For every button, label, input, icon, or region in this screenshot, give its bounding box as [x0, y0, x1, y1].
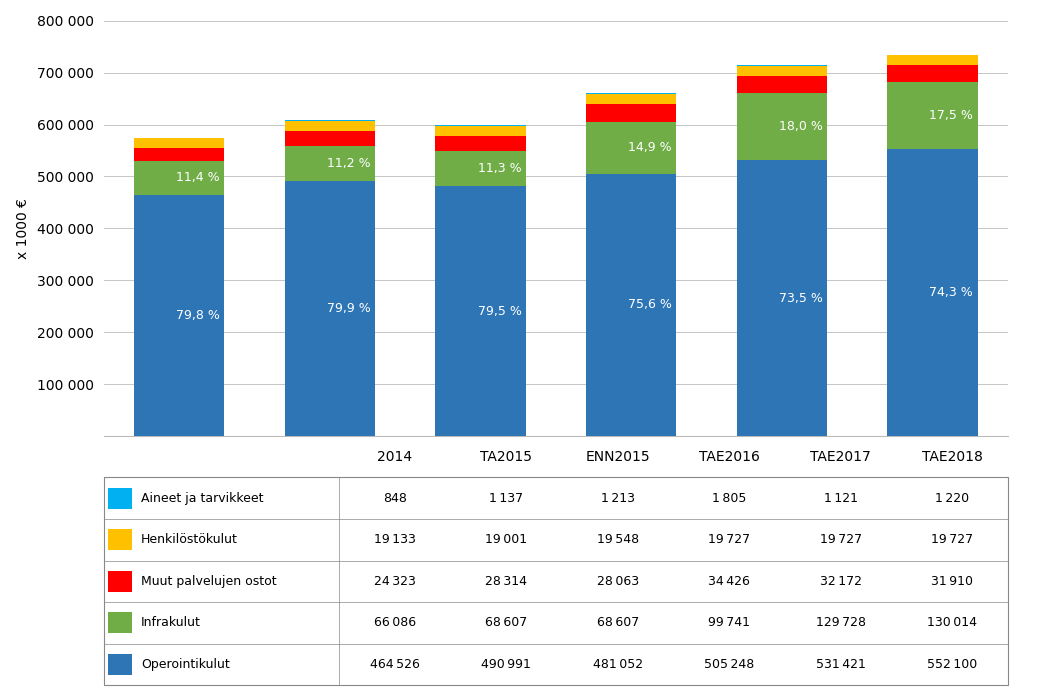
Bar — [586, 93, 676, 94]
Text: 129 728: 129 728 — [816, 617, 865, 629]
Bar — [586, 104, 676, 122]
Bar — [104, 477, 1008, 685]
Bar — [108, 612, 132, 633]
Bar — [586, 174, 676, 436]
Y-axis label: x 1000 €: x 1000 € — [17, 198, 30, 259]
Text: Infrakulut: Infrakulut — [141, 617, 201, 629]
Text: TAE2016: TAE2016 — [698, 450, 760, 464]
Text: TAE2017: TAE2017 — [810, 450, 871, 464]
Bar — [586, 94, 676, 104]
Text: 19 727: 19 727 — [708, 534, 750, 546]
Text: 31 910: 31 910 — [931, 575, 974, 588]
Text: 34 426: 34 426 — [709, 575, 750, 588]
Bar — [435, 126, 526, 136]
Text: 24 323: 24 323 — [374, 575, 416, 588]
Bar — [737, 160, 827, 436]
Text: 79,5 %: 79,5 % — [478, 304, 522, 318]
Bar — [285, 181, 375, 436]
Text: 19 133: 19 133 — [374, 534, 416, 546]
Bar — [435, 151, 526, 186]
Text: TA2015: TA2015 — [480, 450, 532, 464]
Text: 66 086: 66 086 — [374, 617, 416, 629]
Bar — [887, 65, 978, 82]
Text: 28 314: 28 314 — [485, 575, 527, 588]
Text: 505 248: 505 248 — [704, 658, 754, 671]
Text: 19 001: 19 001 — [485, 534, 527, 546]
Text: 68 607: 68 607 — [596, 617, 639, 629]
Bar — [134, 148, 224, 161]
Bar — [285, 121, 375, 131]
Text: 19 727: 19 727 — [931, 534, 974, 546]
Bar — [108, 529, 132, 550]
Bar — [737, 93, 827, 160]
Bar — [435, 136, 526, 151]
Text: 32 172: 32 172 — [820, 575, 861, 588]
Text: 552 100: 552 100 — [927, 658, 978, 671]
Text: 79,9 %: 79,9 % — [327, 302, 371, 315]
Text: 79,8 %: 79,8 % — [177, 309, 220, 322]
Text: 75,6 %: 75,6 % — [629, 298, 672, 311]
Text: 848: 848 — [382, 492, 406, 504]
Text: 19 727: 19 727 — [820, 534, 861, 546]
Text: 130 014: 130 014 — [927, 617, 977, 629]
Text: 18,0 %: 18,0 % — [779, 120, 823, 133]
Text: 490 991: 490 991 — [481, 658, 531, 671]
Text: 19 548: 19 548 — [596, 534, 639, 546]
Text: 1 805: 1 805 — [712, 492, 746, 504]
Text: 2014: 2014 — [377, 450, 412, 464]
Bar — [435, 186, 526, 436]
Text: 11,2 %: 11,2 % — [327, 157, 371, 170]
Bar — [586, 122, 676, 174]
Text: 11,3 %: 11,3 % — [478, 162, 522, 175]
Text: 73,5 %: 73,5 % — [779, 291, 823, 304]
Bar — [737, 76, 827, 93]
Bar — [285, 131, 375, 145]
Bar — [134, 138, 224, 148]
Text: 481 052: 481 052 — [592, 658, 643, 671]
Bar — [134, 195, 224, 436]
Bar — [887, 82, 978, 149]
Text: 1 121: 1 121 — [824, 492, 857, 504]
Bar — [887, 149, 978, 436]
Text: 464 526: 464 526 — [370, 658, 420, 671]
Bar — [737, 66, 827, 76]
Text: TAE2018: TAE2018 — [922, 450, 983, 464]
Bar — [285, 145, 375, 181]
Bar — [108, 571, 132, 592]
Text: 1 137: 1 137 — [489, 492, 524, 504]
Text: 531 421: 531 421 — [816, 658, 865, 671]
Text: 74,3 %: 74,3 % — [930, 286, 974, 299]
Bar — [134, 161, 224, 195]
Text: 11,4 %: 11,4 % — [177, 171, 220, 184]
Text: 28 063: 28 063 — [596, 575, 639, 588]
Text: Muut palvelujen ostot: Muut palvelujen ostot — [141, 575, 276, 588]
Bar — [887, 55, 978, 65]
Text: 17,5 %: 17,5 % — [930, 109, 974, 122]
Text: 14,9 %: 14,9 % — [629, 141, 672, 154]
Text: Henkilöstökulut: Henkilöstökulut — [141, 534, 238, 546]
Text: 68 607: 68 607 — [485, 617, 527, 629]
Bar — [108, 488, 132, 509]
Text: Aineet ja tarvikkeet: Aineet ja tarvikkeet — [141, 492, 263, 504]
Bar — [108, 654, 132, 675]
Text: 1 213: 1 213 — [601, 492, 635, 504]
Text: 99 741: 99 741 — [709, 617, 750, 629]
Text: ENN2015: ENN2015 — [585, 450, 650, 464]
Text: 1 220: 1 220 — [935, 492, 969, 504]
Text: Operointikulut: Operointikulut — [141, 658, 230, 671]
